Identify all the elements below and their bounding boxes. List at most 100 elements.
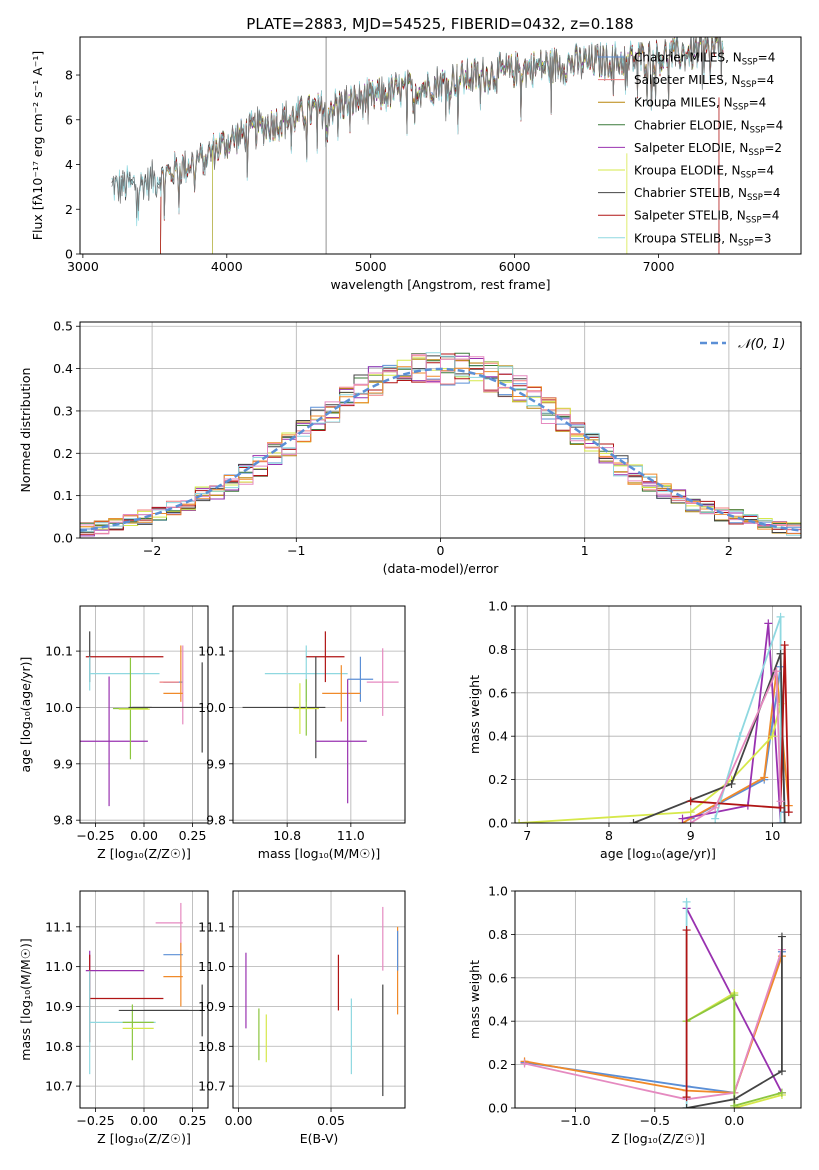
y-tick-label: 0.8 (488, 642, 508, 657)
y-tick-label: 11.0 (198, 959, 226, 974)
weight-marker (682, 1104, 691, 1108)
x-tick-label: 7000 (643, 259, 675, 274)
weight-marker (776, 649, 785, 658)
weight-line (686, 936, 783, 1108)
panel-weight_vs_Z: −1.0 −0.5 0.0 0.0 0.2 0.4 0.6 0.8 1.0 Z [log₁₀(Z/… (467, 884, 802, 1146)
weight-marker (777, 932, 786, 941)
x-axis-label: mass [log₁₀(M/M☉)] (258, 846, 380, 861)
panel-age_vs_mass: 10.8 11.0 9.8 9.9 10.0 10.1 mass [log₁₀(M/M☉)] (198, 605, 406, 861)
panel-mass_vs_ebv: 0.00 0.05 10.7 10.8 10.9 11.0 11.1 E(B-V) (198, 890, 406, 1146)
legend-label: Kroupa MILES, NSSP=4 (634, 96, 766, 113)
y-tick-label: 0.5 (53, 319, 73, 334)
axes-frame (514, 605, 802, 824)
y-tick-label: 0 (65, 247, 73, 262)
legend-subscript: SSP (750, 125, 766, 135)
x-tick-label: 0.05 (317, 1113, 345, 1128)
plot-area (80, 631, 203, 807)
weight-marker (776, 797, 785, 806)
y-tick-label: 9.8 (53, 813, 73, 828)
legend-label: Chabrier MILES, NSSP=4 (634, 51, 775, 68)
grid (515, 890, 801, 1109)
x-tick-label: 8 (605, 828, 613, 843)
weight-marker (711, 814, 720, 823)
legend-suffix: =4 (758, 51, 776, 65)
y-tick-label: 10.7 (198, 1079, 226, 1094)
axes-frame (232, 605, 406, 824)
grid (233, 891, 405, 1108)
legend-label: Kroupa STELIB, NSSP=3 (634, 231, 772, 248)
panel-spectrum: 3000 4000 5000 6000 7000 0 2 4 6 8 wavelength [Ang… (30, 36, 802, 292)
x-tick-label: 0.00 (130, 1113, 158, 1128)
x-axis-label: Z [log₁₀(Z/Z☉)] (611, 1131, 705, 1146)
legend-subscript: SSP (746, 216, 762, 226)
y-tick-label: 10.8 (198, 1039, 226, 1054)
legend-label: Salpeter MILES, NSSP=4 (634, 73, 774, 90)
x-tick-label: 11.0 (337, 828, 365, 843)
weight-line (524, 949, 783, 1101)
legend-subscript: SSP (733, 103, 749, 113)
weight-marker (730, 991, 739, 1000)
spectrum-line (111, 37, 724, 227)
y-tick-label: 10.0 (45, 700, 73, 715)
panel-weight_vs_age: 7 8 9 10 0.0 0.2 0.4 0.6 0.8 1.0 age [log₁₀(age/yr… (467, 599, 802, 861)
y-tick-label: 0.2 (488, 772, 508, 787)
x-tick-label: −0.25 (76, 1113, 114, 1128)
y-tick-label: 10.0 (198, 700, 226, 715)
gaussian-curve (80, 367, 801, 532)
weight-line (686, 993, 783, 1107)
plot-area (515, 612, 793, 823)
y-tick-label: 10.9 (198, 999, 226, 1014)
x-axis-label: age [log₁₀(age/yr)] (600, 846, 716, 861)
axes-frame (79, 890, 209, 1109)
x-axis-label: (data-model)/error (383, 561, 500, 576)
legend-suffix: =3 (754, 231, 772, 245)
grid (80, 891, 208, 1108)
y-tick-label: 0.3 (53, 403, 73, 418)
weight-marker (678, 814, 687, 823)
axes-frame (514, 890, 802, 1109)
weight-marker (784, 808, 793, 817)
weight-line (690, 670, 782, 823)
histogram-step (80, 353, 801, 535)
weight-marker (682, 897, 691, 906)
plot-area (111, 37, 724, 254)
weight-marker (780, 641, 789, 650)
legend-suffix: =4 (749, 96, 767, 110)
plot-area (245, 906, 399, 1097)
panel-mass_vs_Z: −0.25 0.00 0.25 10.7 10.8 10.9 11.0 11.1 Z [log₁… (18, 890, 209, 1146)
x-tick-label: −2 (143, 543, 161, 558)
observed-spectrum (111, 37, 724, 218)
y-tick-label: 1.0 (488, 884, 508, 899)
legend: Chabrier MILES, NSSP=4 Salpeter MILES, NS… (598, 51, 783, 248)
y-axis-label: mass [log₁₀(M/M☉)] (18, 938, 33, 1060)
y-tick-label: 2 (65, 202, 73, 217)
x-tick-label: 0.00 (225, 1113, 253, 1128)
weight-marker (777, 1088, 786, 1097)
y-axis-label: mass weight (467, 675, 482, 754)
y-tick-label: 0.6 (488, 685, 508, 700)
y-tick-label: 11.1 (45, 919, 73, 934)
legend-suffix: =2 (764, 141, 782, 155)
legend-suffix: =4 (762, 209, 780, 223)
y-tick-label: 0.4 (488, 729, 508, 744)
x-tick-label: 0 (437, 543, 445, 558)
x-tick-label: 10.8 (273, 828, 301, 843)
axes-frame (232, 890, 406, 1109)
x-tick-label: 4000 (211, 259, 243, 274)
weight-marker (780, 819, 789, 823)
weight-marker (727, 779, 736, 788)
x-axis-label: wavelength [Angstrom, rest frame] (330, 277, 550, 292)
y-tick-label: 6 (65, 112, 73, 127)
legend-label: Salpeter STELIB, NSSP=4 (634, 209, 779, 226)
plot-area (85, 902, 203, 1075)
y-tick-label: 10.7 (45, 1079, 73, 1094)
x-tick-label: 1 (581, 543, 589, 558)
legend-suffix: =4 (756, 164, 774, 178)
plot-area (520, 897, 786, 1108)
weight-marker (520, 1059, 529, 1068)
y-tick-label: 10.8 (45, 1039, 73, 1054)
legend-label: Chabrier STELIB, NSSP=4 (634, 186, 781, 203)
legend-subscript: SSP (741, 171, 757, 181)
y-tick-label: 10.1 (198, 644, 226, 659)
x-tick-label: 5000 (355, 259, 387, 274)
